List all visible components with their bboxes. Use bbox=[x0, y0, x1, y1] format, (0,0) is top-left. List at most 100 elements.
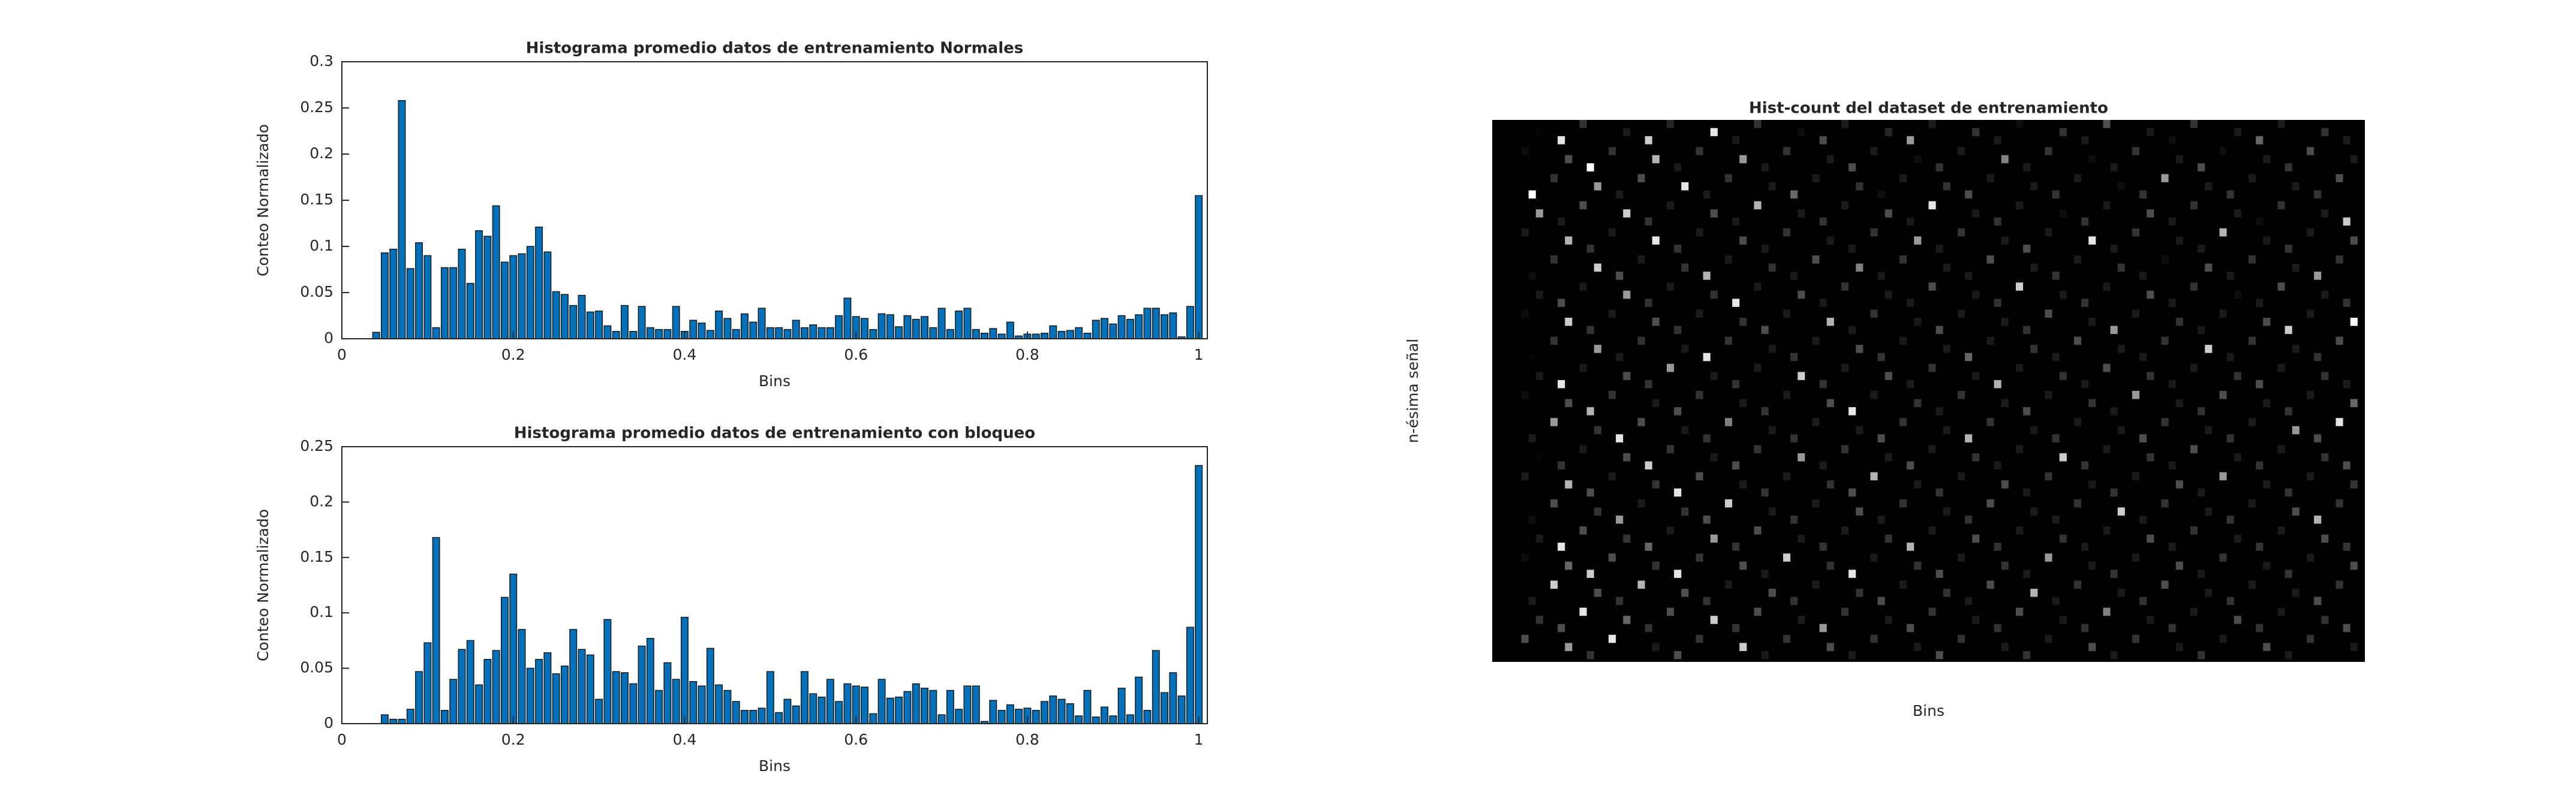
heatmap-cell bbox=[2307, 309, 2315, 318]
heatmap-cell bbox=[1943, 345, 1950, 353]
heatmap-cell bbox=[2263, 399, 2271, 408]
heatmap-cell bbox=[1907, 217, 1914, 226]
heatmap-cell bbox=[2117, 426, 2125, 435]
heatmap-cell bbox=[1819, 624, 1827, 633]
heatmap-cell bbox=[2023, 244, 2031, 253]
bar bbox=[543, 251, 552, 339]
heatmap-cell bbox=[2256, 299, 2264, 307]
bar bbox=[509, 573, 518, 724]
heatmap-cell bbox=[1674, 651, 1682, 660]
heatmap-cell bbox=[1535, 209, 1543, 218]
heatmap-cell bbox=[1528, 353, 1536, 362]
heatmap-cell bbox=[2350, 643, 2358, 651]
heatmap-cell bbox=[1579, 282, 1587, 291]
heatmap-cell bbox=[1994, 543, 2001, 551]
heatmap-cell bbox=[1928, 363, 1936, 372]
heatmap-cell bbox=[1965, 597, 1973, 606]
y-tick-label: 0.05 bbox=[300, 283, 333, 300]
heatmap-cell bbox=[1856, 263, 1863, 272]
heatmap-cell bbox=[1790, 597, 1798, 606]
heatmap-cell bbox=[2198, 488, 2205, 497]
heatmap-cell bbox=[1710, 453, 1718, 462]
heatmap-cell bbox=[1994, 380, 2001, 389]
y-axis-label: n-ésima señal bbox=[1404, 339, 1421, 443]
heatmap-cell bbox=[1761, 244, 1769, 253]
heatmap-cell bbox=[2292, 588, 2300, 597]
bar bbox=[1057, 330, 1066, 339]
bar bbox=[646, 637, 654, 724]
heatmap-cell bbox=[2335, 255, 2343, 264]
bar bbox=[801, 327, 808, 339]
heatmap-cell bbox=[1798, 372, 1805, 380]
heatmap-cell bbox=[1623, 616, 1631, 624]
heatmap-cell bbox=[1965, 353, 1973, 362]
heatmap-cell bbox=[2335, 418, 2343, 426]
bar bbox=[698, 323, 706, 339]
heatmap-cell bbox=[1798, 534, 1805, 543]
heatmap-cell bbox=[2023, 326, 2031, 335]
bar bbox=[775, 712, 783, 724]
bar bbox=[715, 684, 723, 724]
heatmap-cell bbox=[1790, 272, 1798, 280]
heatmap-cell bbox=[2219, 553, 2227, 562]
heatmap-cell bbox=[1609, 309, 1616, 318]
heatmap-cell bbox=[1877, 597, 1885, 606]
heatmap-cell bbox=[1935, 651, 1943, 660]
bar bbox=[1041, 333, 1049, 339]
heatmap-cell bbox=[1841, 607, 1849, 616]
heatmap-cell bbox=[1492, 445, 1500, 453]
x-tick-label: 0.4 bbox=[673, 731, 697, 748]
heatmap-cell bbox=[2350, 399, 2358, 408]
heatmap-cell bbox=[1812, 255, 1820, 264]
heatmap-cell bbox=[2292, 426, 2300, 435]
heatmap-cell bbox=[1899, 580, 1907, 589]
heatmap-cell bbox=[1521, 472, 1529, 481]
bar bbox=[895, 696, 903, 724]
heatmap-cell bbox=[1958, 553, 1965, 562]
y-tick-label: 0.05 bbox=[300, 659, 333, 676]
bar bbox=[449, 679, 458, 724]
heatmap-cell bbox=[1754, 120, 1762, 128]
bar bbox=[809, 693, 817, 724]
y-axis-label: Conteo Normalizado bbox=[254, 509, 272, 661]
heatmap-cell bbox=[1696, 634, 1703, 643]
heatmap-cell bbox=[2256, 380, 2264, 389]
heatmap-cell bbox=[1507, 182, 1514, 191]
heatmap-cell bbox=[2350, 155, 2358, 164]
heatmap-cell bbox=[1703, 515, 1711, 524]
heatmap-cell bbox=[2219, 391, 2227, 399]
heatmap-cell bbox=[1819, 217, 1827, 226]
heatmap-cell bbox=[1594, 426, 1601, 435]
heatmap-cell bbox=[2016, 607, 2024, 616]
heatmap-cell bbox=[2074, 174, 2082, 182]
heatmap-cell bbox=[1884, 209, 1892, 218]
heatmap-cell bbox=[1812, 580, 1820, 589]
bar bbox=[792, 705, 800, 724]
heatmap-cell bbox=[1754, 282, 1762, 291]
heatmap-cell bbox=[2175, 155, 2183, 164]
heatmap-cell bbox=[2314, 434, 2322, 442]
heatmap-cell bbox=[2045, 472, 2052, 481]
heatmap-cell bbox=[1616, 353, 1624, 362]
heatmap-cell bbox=[1972, 290, 1980, 299]
heatmap-cell bbox=[1965, 515, 1973, 524]
y-axis-label: Conteo Normalizado bbox=[254, 124, 272, 276]
bar bbox=[389, 718, 398, 724]
bar bbox=[861, 318, 868, 339]
heatmap-cell bbox=[2088, 399, 2096, 408]
heatmap-cell bbox=[2277, 607, 2285, 616]
heatmap-cell bbox=[1754, 201, 1762, 210]
heatmap-cell bbox=[1609, 147, 1616, 155]
bar bbox=[681, 616, 689, 724]
heatmap-cell bbox=[2190, 445, 2198, 453]
heatmap-cell bbox=[1609, 634, 1616, 643]
heatmap-cell bbox=[1703, 190, 1711, 199]
heatmap-cell bbox=[2168, 624, 2176, 633]
heatmap-cell bbox=[2190, 363, 2198, 372]
heatmap-cell bbox=[1826, 643, 1834, 651]
bar bbox=[1032, 710, 1040, 724]
heatmap-cell bbox=[2321, 372, 2329, 380]
heatmap-cell bbox=[1667, 607, 1675, 616]
heatmap-cell bbox=[1884, 128, 1892, 137]
heatmap-cell bbox=[2132, 309, 2140, 318]
